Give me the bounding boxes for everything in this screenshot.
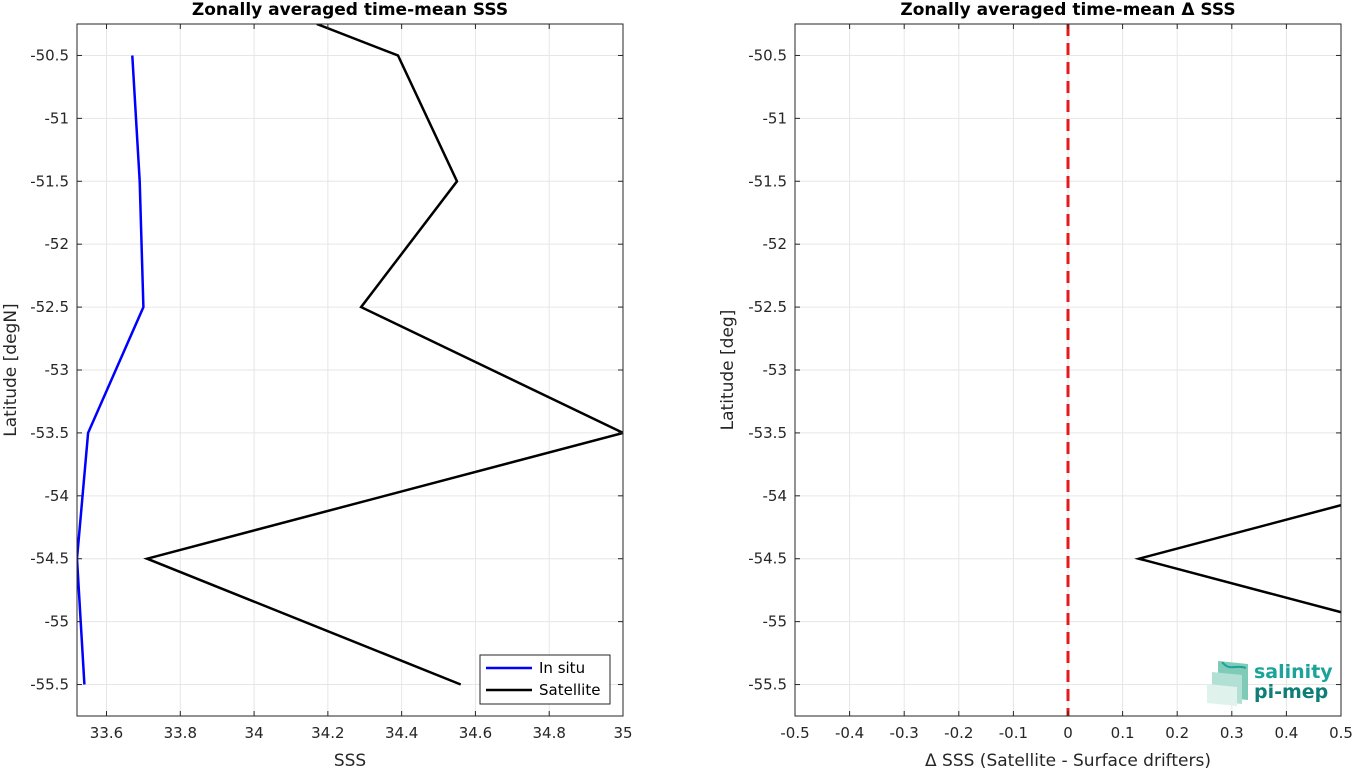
x-tick-label: 35	[613, 724, 632, 742]
series-lines	[1066, 24, 1341, 716]
x-tick-label: 34.6	[459, 724, 492, 742]
y-tick-label: -51	[45, 109, 70, 127]
y-tick-label: -55.5	[748, 676, 787, 694]
x-tick-label: -0.5	[780, 724, 809, 742]
legend-box	[479, 654, 611, 705]
axis-ticks: 33.6 33.8 34 34.2 34.4 34.6 34.8 35 -50.5 -51 -51.…	[30, 24, 633, 742]
x-tick-label: 0.4	[1274, 724, 1298, 742]
y-tick-label: -55	[763, 613, 788, 631]
y-tick-label: -54.5	[30, 550, 69, 568]
x-tick-label: -0.1	[999, 724, 1028, 742]
x-tick-label: 34.4	[385, 724, 418, 742]
y-tick-label: -52.5	[748, 298, 787, 316]
x-tick-label: 34	[245, 724, 264, 742]
x-tick-label: 0.2	[1165, 724, 1189, 742]
legend: In situ Satellite	[479, 654, 611, 705]
y-axis-label: Latitude [degN]	[1, 303, 21, 436]
x-tick-label: 33.8	[164, 724, 197, 742]
y-tick-label: -55	[45, 613, 70, 631]
y-tick-label: -51.5	[748, 172, 787, 190]
series-line-satellite	[143, 24, 623, 686]
x-tick-label: 0.3	[1220, 724, 1244, 742]
y-tick-label: -53	[45, 361, 70, 379]
salinity-pi-mep-logo: salinity pi-mep	[1207, 661, 1333, 706]
axis-ticks: -0.5 -0.4 -0.3 -0.2 -0.1 0 0.1 0.2 0.3 0.4 0.5 -50.…	[748, 24, 1353, 742]
y-tick-label: -53.5	[748, 424, 787, 442]
y-axis-label: Latitude [deg]	[718, 310, 738, 431]
y-tick-label: -53.5	[30, 424, 69, 442]
x-axis-label: SSS	[334, 751, 366, 769]
x-tick-label: 0.1	[1111, 724, 1135, 742]
y-tick-label: -54.5	[748, 550, 787, 568]
series-line-delta	[1134, 503, 1341, 614]
y-tick-label: -52	[763, 235, 788, 253]
chart-title: Zonally averaged time-mean SSS	[192, 0, 508, 20]
y-tick-label: -54	[45, 487, 70, 505]
y-tick-label: -51.5	[30, 172, 69, 190]
x-tick-label: 0.5	[1329, 724, 1353, 742]
series-lines	[77, 24, 623, 686]
logo-text-top: salinity	[1254, 661, 1333, 683]
y-tick-label: -54	[763, 487, 788, 505]
x-tick-label: 34.2	[311, 724, 344, 742]
legend-label-satellite: Satellite	[539, 681, 600, 699]
y-tick-label: -50.5	[30, 46, 69, 64]
y-tick-label: -52	[45, 235, 70, 253]
sss-panel: 33.6 33.8 34 34.2 34.4 34.6 34.8 35 -50.5 -51 -51.…	[1, 0, 633, 769]
x-tick-label: -0.4	[835, 724, 864, 742]
x-tick-label: -0.2	[944, 724, 973, 742]
y-tick-label: -52.5	[30, 298, 69, 316]
series-line-in-situ	[77, 55, 145, 685]
legend-label-in-situ: In situ	[539, 659, 585, 677]
y-tick-label: -50.5	[748, 46, 787, 64]
x-tick-label: -0.3	[890, 724, 919, 742]
x-tick-label: 33.6	[90, 724, 123, 742]
logo-text-bottom: pi-mep	[1254, 681, 1328, 703]
y-tick-label: -55.5	[30, 676, 69, 694]
x-tick-label: 0	[1063, 724, 1073, 742]
y-tick-label: -51	[763, 109, 788, 127]
y-tick-label: -53	[763, 361, 788, 379]
logo-wave-icon	[1207, 661, 1248, 706]
chart-title: Zonally averaged time-mean Δ SSS	[900, 0, 1235, 20]
x-axis-label: Δ SSS (Satellite - Surface drifters)	[925, 751, 1211, 769]
x-tick-label: 34.8	[533, 724, 566, 742]
delta-sss-panel: -0.5 -0.4 -0.3 -0.2 -0.1 0 0.1 0.2 0.3 0.4 0.5 -50.…	[718, 0, 1353, 769]
